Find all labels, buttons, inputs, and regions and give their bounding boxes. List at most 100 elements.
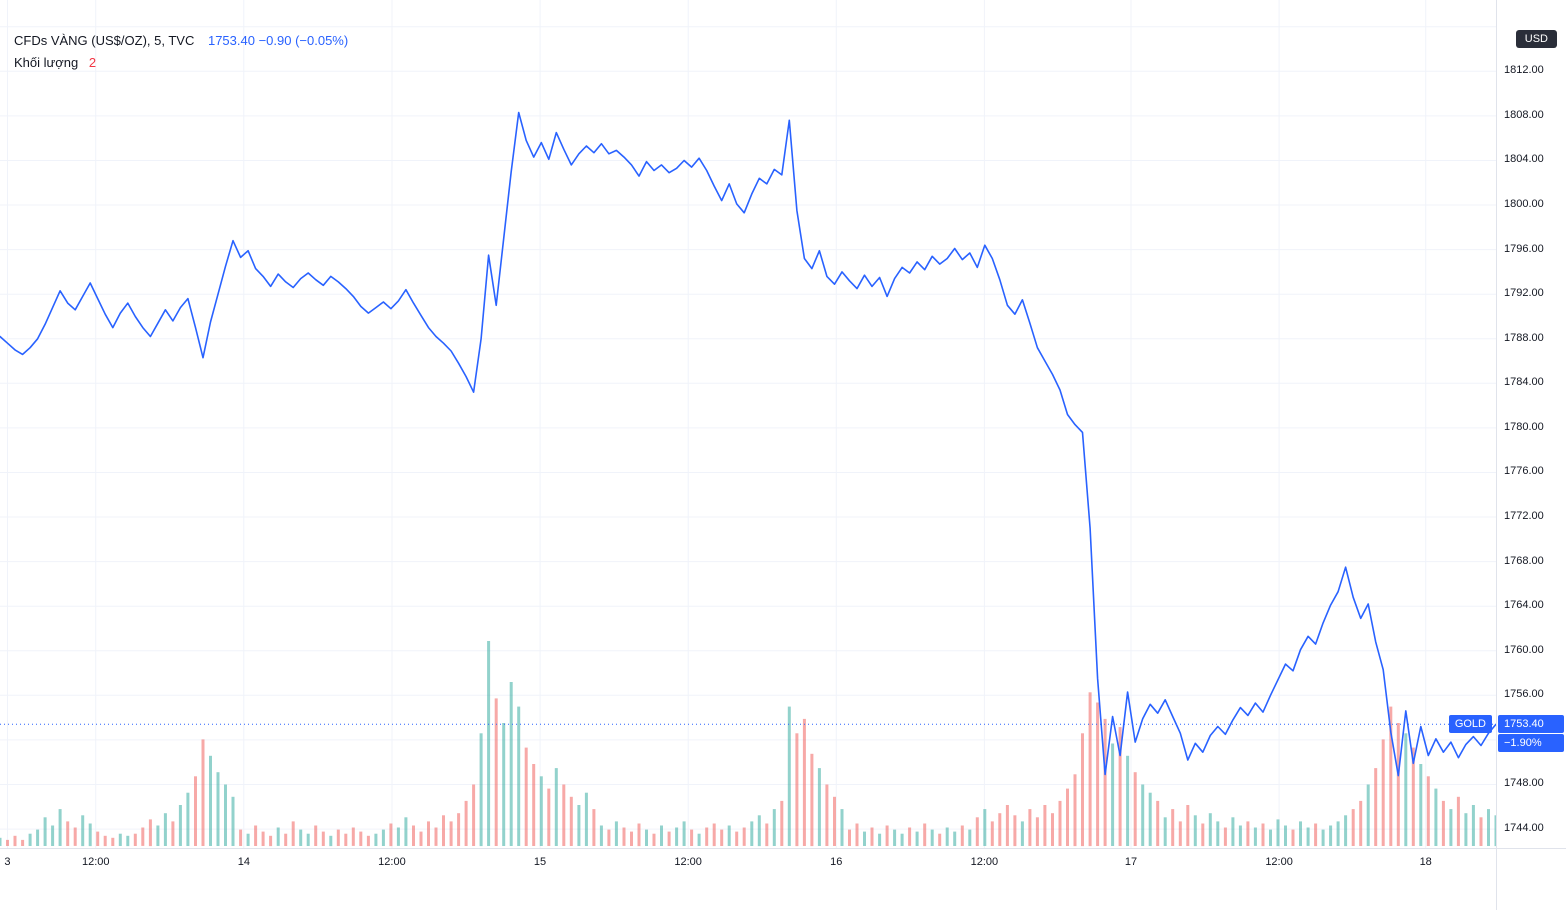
volume-bar	[194, 776, 197, 846]
volume-bar	[900, 833, 904, 846]
price-tick-label: 1800.00	[1504, 198, 1544, 211]
volume-bar	[1329, 825, 1333, 846]
currency-badge[interactable]: USD	[1515, 30, 1557, 48]
volume-bar	[224, 784, 227, 846]
volume-bar	[449, 821, 453, 846]
volume-bar	[1066, 788, 1069, 846]
price-tick-label: 1808.00	[1504, 108, 1544, 121]
volume-bar	[1487, 809, 1490, 846]
volume-bar	[1058, 800, 1062, 846]
volume-bar	[990, 821, 994, 846]
volume-bar	[1344, 815, 1348, 847]
volume-bar	[848, 829, 851, 846]
price-chart-canvas[interactable]	[0, 0, 1496, 848]
volume-bar	[1359, 800, 1363, 846]
volume-label[interactable]: Khối lượng	[14, 55, 79, 70]
volume-bar	[562, 784, 566, 846]
volume-bar	[111, 837, 115, 846]
volume-bar	[930, 829, 934, 846]
volume-bar	[1111, 743, 1115, 846]
volume-bar	[524, 747, 528, 846]
volume-bar	[73, 827, 77, 846]
volume-bar	[1081, 733, 1084, 847]
volume-bar	[1238, 825, 1242, 846]
volume-bar	[1404, 733, 1408, 847]
volume-bar	[592, 809, 596, 846]
volume-bar	[1118, 727, 1122, 846]
volume-bar	[126, 835, 130, 847]
volume-bar	[652, 833, 656, 846]
volume-bar	[291, 821, 295, 846]
time-tick-label: 12:00	[970, 856, 999, 868]
volume-bar	[1156, 800, 1160, 846]
volume-bar	[923, 823, 927, 847]
volume-bar	[840, 809, 844, 846]
volume-bar	[389, 823, 393, 847]
volume-bar	[1051, 813, 1054, 846]
volume-bar	[171, 821, 175, 846]
volume-bar	[216, 772, 220, 846]
volume-bar	[1426, 776, 1430, 846]
volume-bar	[141, 827, 145, 846]
volume-bar	[1284, 825, 1287, 846]
volume-bar	[1148, 792, 1152, 846]
time-tick-label: 14	[237, 856, 250, 868]
volume-bar	[795, 733, 799, 847]
volume-bar	[299, 829, 303, 846]
volume-bar	[630, 831, 633, 846]
volume-bar	[472, 784, 476, 846]
volume-bar	[517, 706, 521, 846]
price-tick-label: 1788.00	[1504, 331, 1544, 344]
volume-bar	[750, 821, 754, 846]
volume-bar	[276, 827, 280, 846]
volume-bar	[833, 796, 836, 846]
volume-bar	[765, 823, 769, 847]
volume-bar	[1306, 827, 1310, 846]
volume-bar	[1208, 813, 1212, 846]
volume-bar	[1035, 817, 1039, 846]
symbol-tag-gold: GOLD	[1448, 715, 1492, 734]
volume-bar	[1126, 755, 1130, 846]
volume-bar	[1141, 784, 1145, 846]
price-tick-label: 1792.00	[1504, 287, 1544, 300]
current-price-label: 1753.40	[1498, 715, 1564, 734]
symbol-title[interactable]: CFDs VÀNG (US$/OZ), 5, TVC	[14, 33, 195, 48]
volume-bar	[374, 833, 378, 846]
volume-bar	[178, 805, 182, 846]
volume-bar	[487, 641, 491, 846]
price-axis[interactable]: 1812.00 1808.00 1804.00 1800.00 1796.00 1792.…	[1496, 0, 1566, 848]
volume-bar	[1374, 768, 1378, 846]
time-tick-label: 15	[533, 856, 547, 868]
volume-bar	[148, 819, 152, 847]
volume-bar	[975, 817, 979, 846]
volume-bar	[584, 792, 588, 846]
volume-bar	[118, 833, 122, 846]
volume-bar	[983, 809, 987, 846]
volume-bar	[675, 827, 679, 846]
volume-bar	[1028, 809, 1032, 846]
volume-bar	[427, 821, 430, 846]
volume-bar	[457, 813, 461, 846]
volume-bar	[772, 809, 776, 846]
volume-bar	[607, 829, 611, 846]
volume-bar	[21, 839, 25, 846]
axis-corner	[1496, 848, 1566, 910]
time-tick-label: 12:00	[674, 856, 702, 868]
time-tick-label: 18	[1419, 856, 1432, 868]
time-tick-label: 17	[1124, 856, 1138, 868]
volume-bar	[434, 827, 438, 846]
volume-bar	[412, 825, 415, 846]
volume-bar	[1043, 805, 1047, 846]
price-tick-label: 1760.00	[1504, 643, 1544, 656]
volume-bar	[1261, 823, 1265, 847]
volume-bar	[1479, 817, 1483, 846]
time-axis[interactable]: 3 12:00 14 12:00 15 12:00 16 12:00 17 12:00 18	[0, 848, 1496, 910]
volume-bar	[1216, 821, 1220, 846]
time-tick-label: 3	[4, 856, 11, 868]
time-tick-label: 12:00	[378, 856, 406, 868]
price-tick-label: 1764.00	[1504, 599, 1544, 612]
price-tick-label: 1768.00	[1504, 554, 1544, 567]
time-tick-label: 12:00	[81, 856, 110, 868]
volume-bar	[1434, 788, 1438, 846]
volume-bar	[735, 831, 739, 846]
